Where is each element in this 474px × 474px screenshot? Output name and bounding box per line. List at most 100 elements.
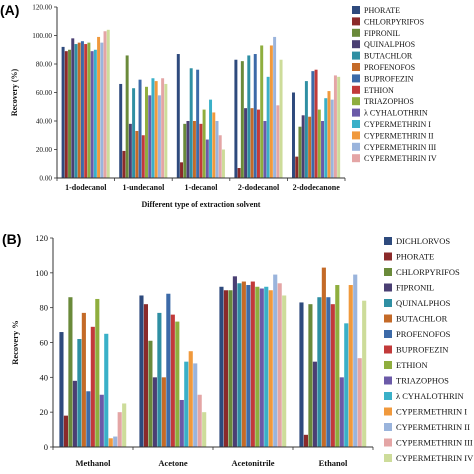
legend-swatch [352,154,360,163]
bar [86,391,91,447]
legend-swatch [384,283,392,292]
x-tick-label: 1-decanol [185,183,219,192]
legend-swatch [352,97,360,106]
bar [215,121,219,178]
legend-swatch [352,142,360,151]
bar [81,312,86,447]
legend-label: CYPERMETHRIN IV [364,154,437,163]
legend-label: CYPERMETHRIN I [396,407,467,417]
bar [327,91,331,178]
bar [299,302,304,447]
bar [353,274,358,447]
bar [199,123,203,178]
bar [68,297,73,447]
legend-label: PHORATE [364,6,400,15]
bar [277,283,282,447]
bar [212,112,216,178]
bar [157,95,161,178]
legend-swatch [352,63,360,71]
y-tick-label: 120.00 [32,4,52,12]
bar [151,78,155,178]
legend-swatch [384,438,392,447]
bar [161,377,166,447]
bar [139,295,144,447]
bar [166,293,171,447]
bar [59,332,64,447]
bar [103,31,107,179]
y-tick-label: 40.00 [36,118,53,126]
legend-label: TRIAZOPHOS [396,376,449,386]
bar [196,69,200,178]
bar [241,281,246,447]
bar [74,44,78,178]
bar [175,321,180,447]
legend-label: CYPERMETHRIN IV [396,453,474,463]
bar [205,139,209,178]
y-tick-label: 60 [40,337,49,347]
bar [122,150,126,178]
bar [311,71,315,179]
legend-label: λ CYHALOTHRIN [396,391,464,401]
bar [128,123,132,178]
bar [141,135,145,178]
legend-label: BUTACHLOR [396,314,448,324]
legend-swatch [384,361,392,369]
bar [61,46,65,179]
y-tick-label: 0 [44,442,48,452]
bar [301,115,305,178]
bar [256,109,260,178]
bar [247,55,251,179]
bar [314,69,318,178]
bar [348,285,353,447]
chart-panel-1: (A) 0.00 20.00 40.00 60.00 80.00 100.00 120.00 1… [0,2,437,209]
legend-swatch [384,237,392,245]
bar [344,323,349,447]
bar [228,290,233,447]
panel-label: (B) [2,231,21,247]
bar [95,298,100,447]
legend-swatch [352,120,360,128]
bar [330,99,334,179]
bar [250,281,255,447]
legend-swatch [384,314,392,323]
legend-swatch [384,376,392,385]
y-tick-label: 40 [40,372,49,382]
legend-swatch [384,268,392,276]
bar [119,83,123,178]
bar [113,436,118,447]
bar [84,44,88,178]
bar [197,394,202,447]
legend-label: CHLORPYRIFOS [396,267,460,277]
bar [143,304,148,447]
legend-swatch [352,131,360,140]
bar [298,126,302,178]
bar [268,290,273,447]
legend-label: BUTACHLOR [364,52,413,61]
bar [170,314,175,447]
bar [339,377,344,447]
bar [93,49,97,178]
legend-swatch [352,6,360,14]
bar [321,121,325,178]
bar [273,274,278,447]
legend-label: λ CYHALOTHRIN [364,109,428,118]
bar [63,415,68,447]
bar [295,156,299,179]
bar [77,42,81,179]
bar [250,108,254,178]
y-tick-label: 60.00 [36,89,53,97]
legend: DICHLORVOS PHORATE CHLORPYRIFOS FIPRONIL QUI… [384,236,474,463]
bar [202,109,206,178]
x-tick-label: 1-undecanol [123,183,166,192]
panel-label: (A) [0,2,19,18]
bar [77,339,82,447]
y-tick-label: 100 [35,268,48,278]
bar [209,99,213,179]
bar [321,267,326,447]
legend-label: PROFENOFOS [364,63,415,72]
bar [292,92,295,178]
bar [97,36,101,179]
y-tick-label: 0.00 [39,175,52,183]
y-tick-label: 20.00 [36,146,53,154]
